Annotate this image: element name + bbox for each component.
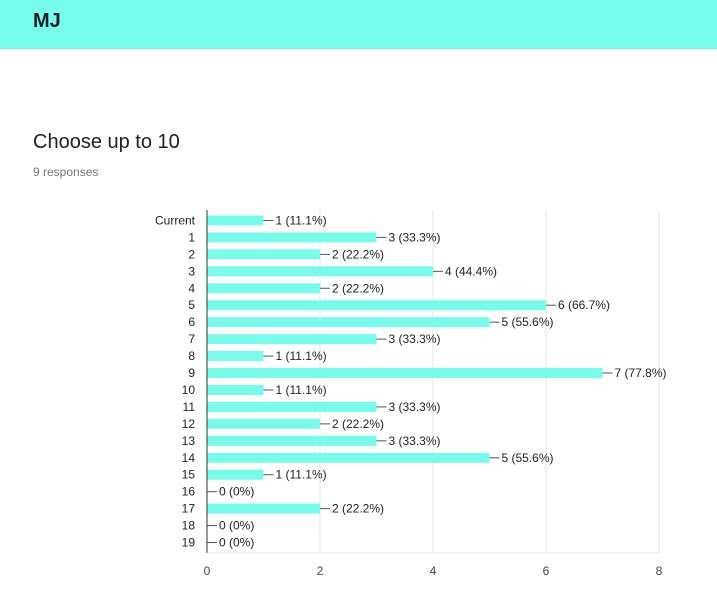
bar (207, 300, 546, 311)
data-label: 1 (11.1%) (276, 468, 327, 482)
bar (207, 215, 264, 226)
bar (207, 232, 377, 243)
data-label: 2 (22.2%) (332, 247, 384, 261)
data-label: 0 (0%) (219, 536, 254, 550)
category-label: 11 (183, 400, 196, 414)
category-label: 14 (182, 451, 196, 465)
question-title: Choose up to 10 (33, 131, 180, 153)
category-label: 12 (182, 417, 196, 431)
bar (207, 384, 264, 395)
data-label: 1 (11.1%) (276, 349, 327, 363)
data-label: 0 (0%) (219, 519, 254, 533)
bar (207, 249, 320, 260)
category-label: 7 (188, 332, 195, 346)
x-tick-label: 4 (430, 564, 437, 578)
data-label: 7 (77.8%) (615, 366, 667, 380)
data-label: 3 (33.3%) (389, 230, 441, 244)
category-label: 2 (188, 247, 195, 261)
bar (207, 469, 264, 480)
x-tick-label: 6 (543, 564, 550, 578)
bar (207, 435, 377, 446)
category-label: 19 (182, 536, 196, 550)
data-label: 1 (11.1%) (276, 213, 327, 227)
data-label: 6 (66.7%) (558, 298, 610, 312)
x-tick-label: 2 (317, 564, 324, 578)
category-label: 4 (188, 281, 195, 295)
category-label: 16 (182, 485, 196, 499)
bar (207, 351, 264, 362)
data-label: 5 (55.6%) (502, 315, 554, 329)
bar (207, 283, 320, 294)
bar (207, 317, 490, 328)
bar (207, 368, 603, 379)
bar (207, 334, 377, 345)
category-label: Current (155, 213, 196, 227)
data-label: 3 (33.3%) (389, 400, 441, 414)
x-tick-label: 0 (204, 564, 211, 578)
x-tick-label: 8 (656, 564, 663, 578)
data-label: 1 (11.1%) (276, 383, 327, 397)
category-label: 10 (182, 383, 196, 397)
category-label: 1 (188, 230, 195, 244)
category-label: 15 (182, 468, 196, 482)
bar (207, 452, 490, 463)
header-bar: MJ (0, 0, 717, 49)
category-label: 13 (182, 434, 196, 448)
data-label: 5 (55.6%) (502, 451, 554, 465)
bar (207, 418, 320, 429)
data-label: 2 (22.2%) (332, 281, 384, 295)
data-label: 4 (44.4%) (445, 264, 497, 278)
data-label: 3 (33.3%) (389, 332, 441, 346)
category-label: 5 (188, 298, 195, 312)
category-label: 6 (188, 315, 195, 329)
response-count: 9 responses (33, 165, 99, 179)
category-label: 3 (188, 264, 195, 278)
data-label: 0 (0%) (219, 485, 254, 499)
data-label: 2 (22.2%) (332, 417, 384, 431)
category-label: 17 (182, 502, 196, 516)
data-label: 2 (22.2%) (332, 502, 384, 516)
bar (207, 401, 377, 412)
category-label: 18 (182, 519, 196, 533)
bar (207, 503, 320, 514)
category-label: 8 (188, 349, 195, 363)
data-label: 3 (33.3%) (389, 434, 441, 448)
bar (207, 266, 433, 277)
category-label: 9 (188, 366, 195, 380)
header-title: MJ (33, 10, 61, 32)
